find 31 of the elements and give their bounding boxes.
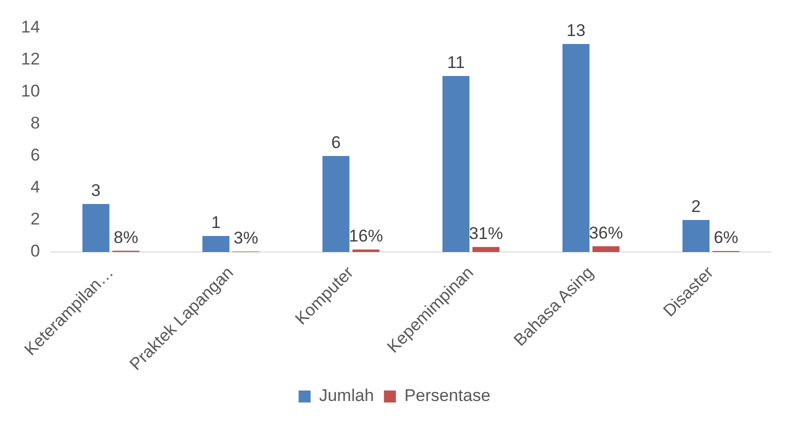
bar — [352, 249, 380, 252]
data-label: 36% — [588, 223, 623, 242]
bar — [562, 44, 590, 252]
data-label: 31% — [468, 224, 503, 244]
data-label: 8% — [114, 228, 138, 247]
data-label: 1 — [211, 213, 221, 232]
bar — [682, 220, 710, 252]
data-label: 3 — [91, 181, 101, 200]
legend-label: Persentase — [404, 386, 490, 406]
data-label: 6 — [331, 133, 341, 152]
bar — [442, 76, 470, 252]
y-tick-label: 8 — [30, 114, 40, 133]
bar — [322, 156, 350, 252]
bar — [592, 246, 620, 252]
y-tick-label: 4 — [30, 178, 40, 197]
y-tick-label: 2 — [30, 210, 40, 229]
bar — [472, 247, 500, 252]
bar — [82, 204, 110, 252]
y-tick-label: 10 — [20, 82, 40, 101]
data-label: 16% — [348, 226, 383, 246]
y-tick-label: 0 — [30, 242, 40, 261]
data-label: 6% — [714, 228, 738, 248]
data-label: 11 — [447, 53, 465, 72]
bar — [202, 236, 230, 252]
y-tick-label: 12 — [20, 50, 40, 69]
data-label: 13 — [566, 21, 586, 40]
y-tick-label: 6 — [30, 146, 40, 165]
data-label: 2 — [691, 197, 701, 216]
data-label: 3% — [234, 228, 258, 248]
legend-label: Jumlah — [319, 386, 374, 406]
y-tick-label: 14 — [20, 18, 40, 37]
